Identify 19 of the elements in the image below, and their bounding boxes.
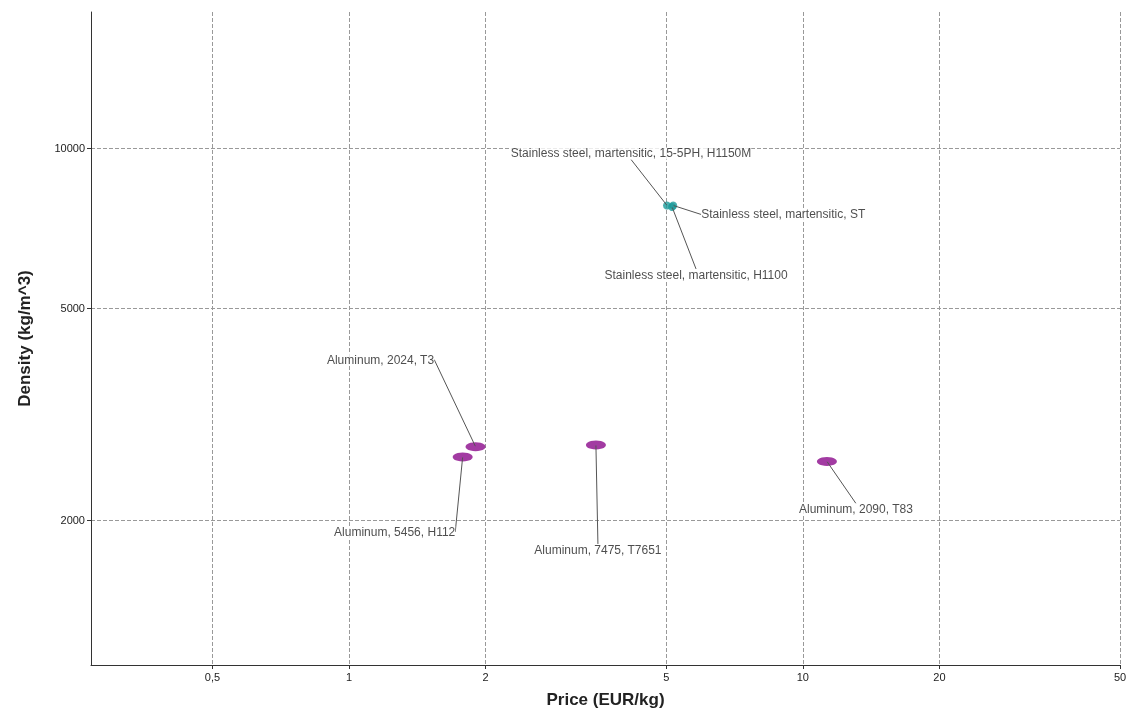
x-tick-label: 10 xyxy=(796,670,809,683)
y-tick-label: 5000 xyxy=(60,302,85,315)
annotation: Aluminum, 7475, T7651 xyxy=(534,542,662,557)
y-axis-title: Density (kg/m^3) xyxy=(15,270,34,407)
annotation: Stainless steel, martensitic, H1100 xyxy=(604,267,788,282)
annotation: Aluminum, 5456, H112 xyxy=(334,524,456,539)
x-tick-label: 5 xyxy=(663,670,670,683)
x-tick-label: 2 xyxy=(482,670,489,683)
x-tick-label: 0,5 xyxy=(204,670,221,683)
x-axis-title: Price (EUR/kg) xyxy=(546,690,665,709)
y-tick-label: 2000 xyxy=(60,514,85,527)
annotation: Stainless steel, martensitic, 15-5PH, H1150M xyxy=(510,146,752,161)
annotation: Stainless steel, martensitic, ST xyxy=(701,207,866,222)
annotation: Aluminum, 2024, T3 xyxy=(326,352,435,367)
annotation: Aluminum, 2090, T83 xyxy=(798,502,914,517)
y-tick-label: 10000 xyxy=(54,141,85,154)
x-tick-label: 50 xyxy=(1113,670,1126,683)
x-tick-label: 1 xyxy=(345,670,353,683)
x-tick-label: 20 xyxy=(933,670,946,683)
